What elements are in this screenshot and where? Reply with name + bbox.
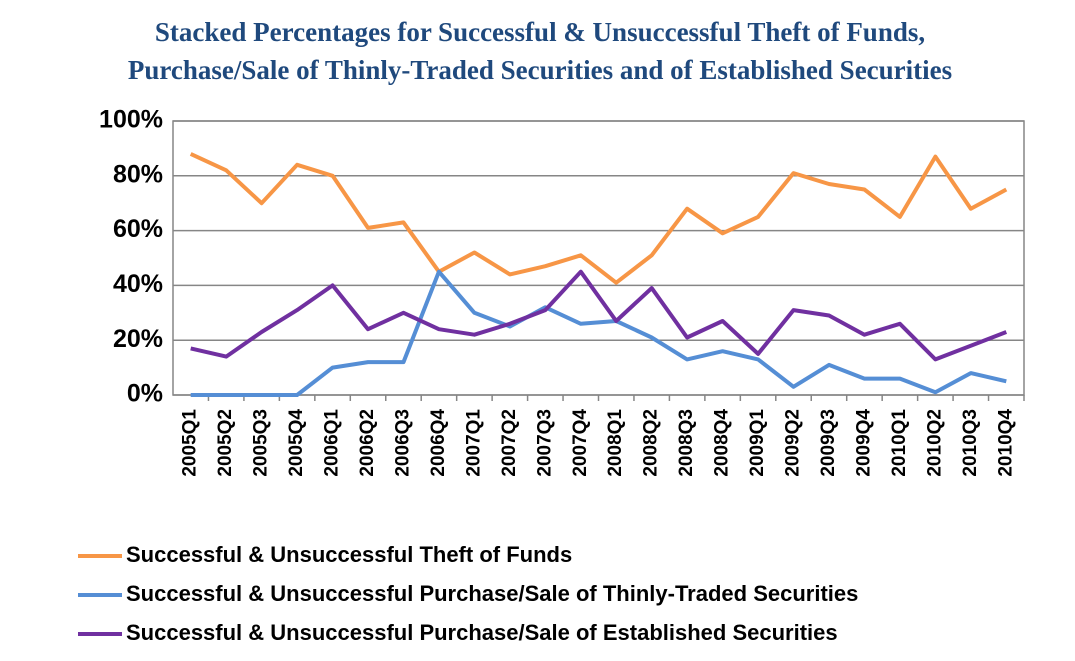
x-tick-label: 2007Q1 (463, 409, 484, 477)
y-tick-label: 60% (113, 215, 163, 243)
x-tick-label: 2008Q3 (676, 409, 697, 477)
x-tick-label: 2010Q2 (924, 409, 945, 477)
series-line (190, 269, 1008, 362)
y-tick-label: 40% (113, 270, 163, 298)
x-tick-label: 2008Q4 (712, 409, 733, 477)
y-tick-label: 80% (113, 160, 163, 188)
x-tick-label: 2010Q1 (889, 409, 910, 477)
legend-label: Successful & Unsuccessful Purchase/Sale … (126, 581, 858, 606)
x-tick-label: 2008Q2 (641, 409, 662, 477)
x-tick-label: 2007Q2 (499, 409, 520, 477)
series-line (189, 152, 1008, 285)
x-tick-label: 2006Q4 (428, 409, 449, 477)
x-tick-label: 2009Q3 (818, 409, 839, 477)
y-tick-label: 0% (127, 380, 163, 408)
legend-label: Successful & Unsuccessful Purchase/Sale … (126, 620, 838, 645)
y-tick-label: 20% (113, 325, 163, 353)
x-tick-label: 2010Q3 (960, 409, 981, 477)
x-tick-label: 2005Q3 (251, 409, 272, 477)
plot-frame (172, 120, 1025, 396)
chart-subtitle: Purchase/Sale of Thinly-Traded Securitie… (128, 55, 952, 85)
x-tick-label: 2005Q2 (215, 409, 236, 477)
x-tick-label: 2009Q4 (853, 409, 874, 477)
x-tick-label: 2005Q1 (180, 409, 201, 477)
legend-label: Successful & Unsuccessful Theft of Funds (126, 542, 572, 567)
x-tick-label: 2008Q1 (605, 409, 626, 477)
x-tick-label: 2006Q1 (322, 409, 343, 477)
x-tick-label: 2009Q2 (783, 409, 804, 477)
x-tick-label: 2009Q1 (747, 409, 768, 477)
x-tick-label: 2007Q3 (534, 409, 555, 477)
series-line (190, 269, 1007, 397)
x-tick-label: 2006Q3 (392, 409, 413, 477)
y-tick-label: 100% (99, 106, 163, 134)
x-tick-label: 2006Q2 (357, 409, 378, 477)
x-tick-label: 2005Q4 (286, 409, 307, 477)
x-tick-label: 2010Q4 (995, 409, 1016, 477)
x-tick-label: 2007Q4 (570, 409, 591, 477)
chart-title: Stacked Percentages for Successful & Uns… (155, 17, 925, 47)
